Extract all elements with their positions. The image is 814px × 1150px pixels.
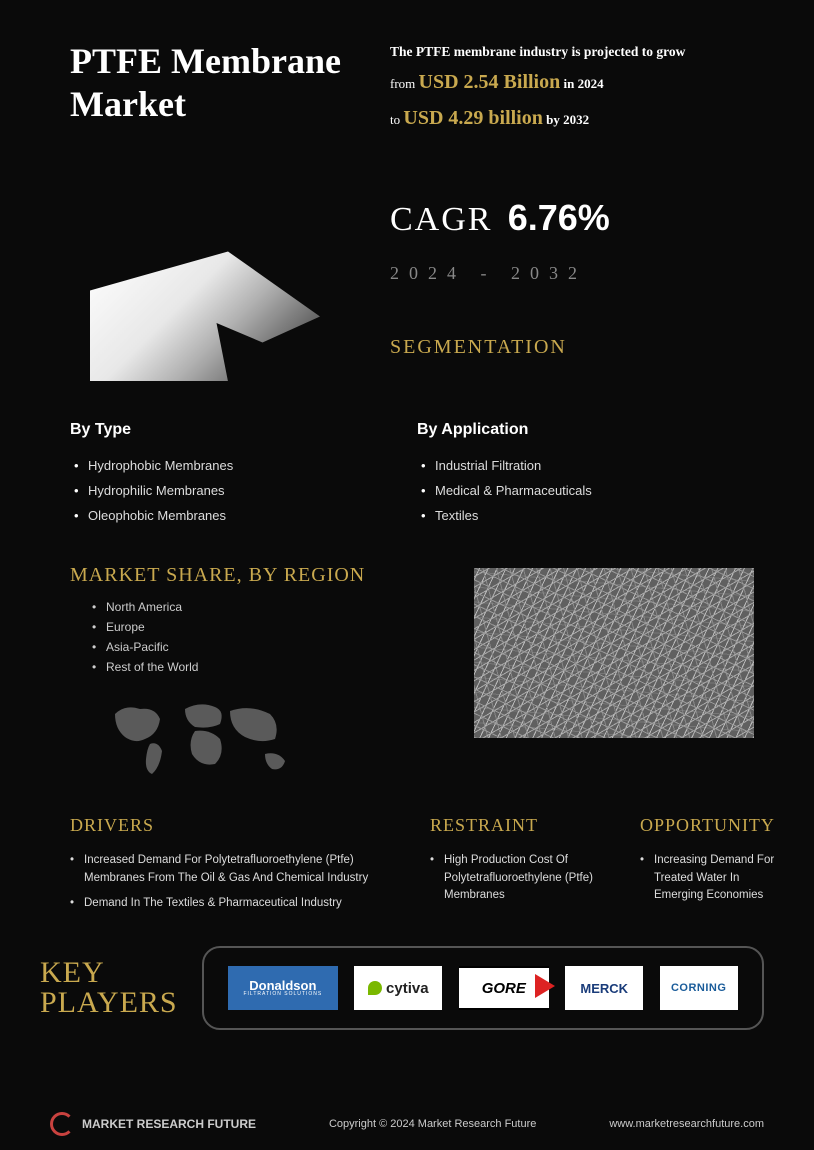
opportunity-block: OPPORTUNITY Increasing Demand For Treate… [640, 815, 775, 916]
seg-col-application: By Application Industrial Filtration Med… [417, 421, 764, 528]
seg-col-type: By Type Hydrophobic Membranes Hydrophili… [70, 421, 417, 528]
seg-app-title: By Application [417, 421, 764, 439]
to-value: USD 4.29 billion [403, 107, 542, 129]
world-map-icon [100, 689, 310, 789]
list-item: Europe [90, 617, 430, 637]
logo-gore: GORE [459, 966, 549, 1010]
membrane-shape-illustration [90, 251, 320, 381]
footer-brand: MARKET RESEARCH FUTURE [50, 1112, 256, 1136]
from-value: USD 2.54 Billion [419, 71, 561, 93]
logo-merck: MERCK [565, 966, 643, 1010]
list-item: Industrial Filtration [417, 453, 764, 478]
list-item: Hydrophobic Membranes [70, 453, 417, 478]
seg-app-list: Industrial Filtration Medical & Pharmace… [417, 453, 764, 528]
projection-lead: The PTFE membrane industry is projected … [390, 40, 685, 64]
cagr-value: 6.76% [508, 197, 610, 238]
footer-copyright: Copyright © 2024 Market Research Future [329, 1118, 536, 1130]
footer: MARKET RESEARCH FUTURE Copyright © 2024 … [0, 1112, 814, 1136]
footer-url: www.marketresearchfuture.com [609, 1118, 764, 1130]
list-item: Demand In The Textiles & Pharmaceutical … [70, 891, 400, 916]
seg-type-title: By Type [70, 421, 417, 439]
key-players-section: KEY PLAYERS Donaldson FILTRATION SOLUTIO… [40, 946, 764, 1030]
seg-type-list: Hydrophobic Membranes Hydrophilic Membra… [70, 453, 417, 528]
kp-label-line1: KEY [40, 958, 178, 988]
to-year: by 2032 [546, 112, 589, 127]
opportunity-list: Increasing Demand For Treated Water In E… [640, 848, 775, 908]
list-item: Oleophobic Membranes [70, 503, 417, 528]
from-year: in 2024 [563, 76, 603, 91]
opportunity-title: OPPORTUNITY [640, 815, 775, 836]
region-list: North America Europe Asia-Pacific Rest o… [90, 597, 430, 677]
drivers-title: DRIVERS [70, 815, 400, 836]
restraint-title: RESTRAINT [430, 815, 610, 836]
restraint-list: High Production Cost Of Polytetrafluoroe… [430, 848, 610, 908]
key-players-label: KEY PLAYERS [40, 958, 178, 1018]
to-label: to [390, 112, 400, 127]
region-header: MARKET SHARE, BY REGION [70, 564, 430, 587]
drivers-restraint-opportunity-row: DRIVERS Increased Demand For Polytetrafl… [70, 815, 764, 916]
logo-donaldson: Donaldson FILTRATION SOLUTIONS [228, 966, 338, 1010]
logo-corning: CORNING [660, 966, 738, 1010]
list-item: Medical & Pharmaceuticals [417, 478, 764, 503]
list-item: Increased Demand For Polytetrafluoroethy… [70, 848, 400, 891]
region-block: MARKET SHARE, BY REGION North America Eu… [70, 528, 430, 789]
segmentation-columns: By Type Hydrophobic Membranes Hydrophili… [70, 421, 764, 528]
list-item: North America [90, 597, 430, 617]
projection-from-line: from USD 2.54 Billion in 2024 [390, 64, 685, 100]
list-item: Increasing Demand For Treated Water In E… [640, 848, 775, 908]
list-item: Asia-Pacific [90, 637, 430, 657]
logo-cytiva: cytiva [354, 966, 442, 1010]
list-item: Textiles [417, 503, 764, 528]
ptfe-fiber-microscopy-image [474, 568, 754, 738]
logo-subtext: FILTRATION SOLUTIONS [243, 992, 322, 997]
drivers-list: Increased Demand For Polytetrafluoroethy… [70, 848, 400, 916]
key-players-box: Donaldson FILTRATION SOLUTIONS cytiva GO… [202, 946, 764, 1030]
from-label: from [390, 76, 415, 91]
drivers-block: DRIVERS Increased Demand For Polytetrafl… [70, 815, 400, 916]
projection-to-line: to USD 4.29 billion by 2032 [390, 100, 685, 136]
brand-logo-icon [50, 1112, 74, 1136]
restraint-block: RESTRAINT High Production Cost Of Polyte… [430, 815, 610, 916]
kp-label-line2: PLAYERS [40, 988, 178, 1018]
list-item: High Production Cost Of Polytetrafluoroe… [430, 848, 610, 908]
list-item: Rest of the World [90, 657, 430, 677]
list-item: Hydrophilic Membranes [70, 478, 417, 503]
brand-name: MARKET RESEARCH FUTURE [82, 1117, 256, 1131]
infographic-container: PTFE Membrane Market The PTFE membrane i… [0, 0, 814, 1150]
